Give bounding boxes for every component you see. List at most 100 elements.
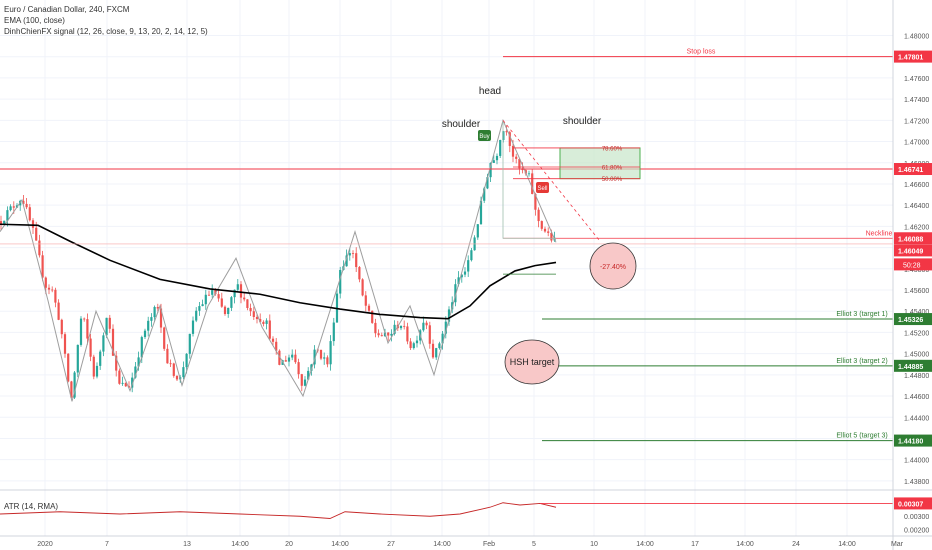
time-axis[interactable]: 2020 7 13 14:00 20 14:00 27 14:00 Feb 5 10 14:00 17 1…: [37, 541, 903, 548]
candle-body: [403, 325, 406, 327]
candle-body: [505, 131, 508, 133]
candle: [3, 220, 6, 225]
candle: [495, 153, 499, 165]
candle: [412, 341, 415, 350]
candle: [115, 351, 118, 377]
candle: [435, 347, 438, 360]
candle-body: [12, 206, 15, 208]
level-neckline-label: 1.46088: [898, 236, 923, 243]
candle-body: [377, 333, 380, 336]
candle: [319, 349, 323, 361]
candle: [172, 362, 175, 378]
sell-signal-badge: [536, 182, 549, 193]
candle-body: [121, 382, 124, 384]
symbol-title[interactable]: Euro / Canadian Dollar, 240, FXCM: [4, 5, 130, 14]
candle: [329, 335, 332, 371]
candle-body: [371, 310, 374, 323]
price-tick-label: 1.46200: [904, 224, 929, 231]
candle-body: [543, 228, 547, 232]
candle-body: [406, 326, 409, 342]
candle: [297, 358, 300, 379]
candle-body: [534, 193, 537, 210]
candle-body: [531, 173, 534, 194]
candle-body: [230, 297, 233, 308]
candle-body: [41, 255, 44, 278]
candle: [47, 284, 51, 295]
candle-body: [214, 290, 217, 295]
time-tick-label: 5: [532, 541, 536, 548]
candle-body: [489, 162, 492, 178]
candle-body: [28, 207, 31, 221]
candle-body: [227, 307, 230, 314]
candle-body: [54, 289, 57, 303]
candle: [63, 332, 67, 358]
candle: [191, 316, 195, 337]
candle-body: [393, 324, 396, 334]
candle-body: [108, 317, 111, 329]
candle-body: [463, 271, 467, 275]
ema-line: [0, 223, 557, 320]
atr-pane: [0, 502, 893, 519]
candle-body: [307, 370, 310, 380]
candle-body: [57, 302, 60, 320]
candle: [89, 334, 92, 362]
signal-indicator-label[interactable]: DinhChienFX signal (12, 26, close, 9, 13…: [4, 27, 208, 36]
candle: [467, 255, 470, 277]
candle: [323, 352, 326, 365]
candle-body: [249, 308, 252, 312]
candle-body: [457, 277, 460, 285]
candle: [175, 375, 179, 382]
candle: [527, 170, 531, 177]
ema-indicator-label[interactable]: EMA (100, close): [4, 16, 65, 25]
candle-body: [111, 328, 115, 356]
price-tick-label: 1.47600: [904, 76, 929, 83]
candle: [25, 197, 28, 210]
candle: [492, 154, 495, 163]
candle: [339, 266, 342, 299]
candle-body: [147, 320, 150, 331]
candle-body: [195, 310, 198, 321]
candle: [422, 316, 425, 332]
sell-signal-label: Sell: [537, 186, 547, 192]
candle-body: [153, 306, 156, 318]
percent-circle: [589, 242, 637, 290]
candle-body: [211, 290, 214, 295]
candle: [0, 215, 3, 230]
candle: [364, 291, 367, 312]
candle-body: [275, 341, 278, 351]
countdown-label: 50:28: [903, 262, 921, 269]
candle-body: [271, 338, 275, 342]
candle-body: [435, 348, 438, 358]
countdown-tag: [894, 258, 932, 271]
candle-body: [89, 338, 92, 357]
candle-body: [268, 320, 271, 339]
candle-body: [220, 298, 223, 307]
candle: [303, 376, 307, 387]
candle-body: [204, 294, 207, 305]
price-tick-label: 1.46600: [904, 182, 929, 189]
price-tick-label: 1.46400: [904, 203, 929, 210]
elliot5-target3-label: Elliot 5 (target 3): [836, 433, 887, 440]
candle-body: [159, 308, 163, 328]
fib-level-label: 50.00%: [602, 177, 623, 183]
candle-body: [518, 158, 521, 169]
candle-body: [47, 287, 51, 290]
candle-body: [479, 200, 483, 225]
buy-signal-badge: [478, 130, 491, 141]
candle: [390, 329, 393, 342]
candle: [441, 331, 444, 350]
price-tick-label: 1.45000: [904, 352, 929, 359]
candle: [415, 335, 419, 348]
candle: [118, 368, 121, 385]
candle-body: [25, 203, 28, 208]
price-tick-label: 1.48000: [904, 34, 929, 41]
atr-indicator-label[interactable]: ATR (14, RMA): [4, 502, 59, 511]
candle-body: [454, 284, 457, 303]
candle: [431, 339, 435, 359]
candle-body: [92, 356, 95, 377]
candle: [220, 292, 223, 308]
level-elliot5_target3-label: 1.44180: [898, 439, 923, 446]
candle: [73, 371, 76, 400]
